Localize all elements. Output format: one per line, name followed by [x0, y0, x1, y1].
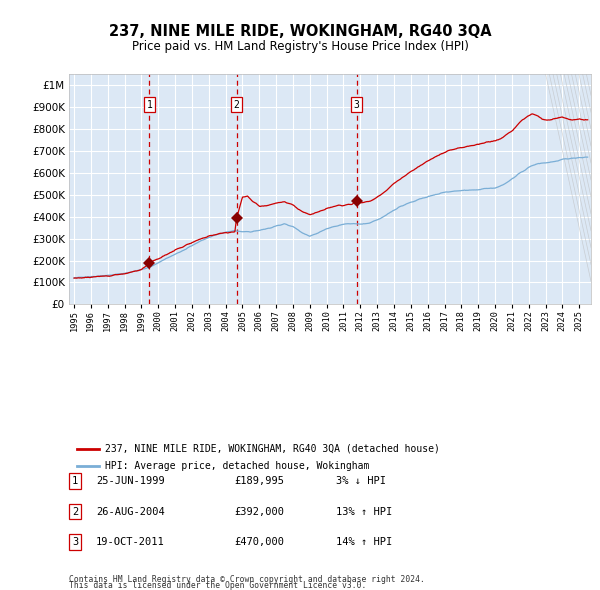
- Text: Contains HM Land Registry data © Crown copyright and database right 2024.: Contains HM Land Registry data © Crown c…: [69, 575, 425, 584]
- Text: 3: 3: [72, 537, 78, 547]
- Text: HPI: Average price, detached house, Wokingham: HPI: Average price, detached house, Woki…: [105, 461, 369, 471]
- Text: 2: 2: [72, 507, 78, 516]
- Text: 237, NINE MILE RIDE, WOKINGHAM, RG40 3QA: 237, NINE MILE RIDE, WOKINGHAM, RG40 3QA: [109, 24, 491, 38]
- Text: 2: 2: [233, 100, 239, 110]
- Text: 25-JUN-1999: 25-JUN-1999: [96, 476, 165, 486]
- Text: 237, NINE MILE RIDE, WOKINGHAM, RG40 3QA (detached house): 237, NINE MILE RIDE, WOKINGHAM, RG40 3QA…: [105, 444, 440, 454]
- Text: 1: 1: [146, 100, 152, 110]
- Text: 14% ↑ HPI: 14% ↑ HPI: [336, 537, 392, 547]
- Text: This data is licensed under the Open Government Licence v3.0.: This data is licensed under the Open Gov…: [69, 581, 367, 590]
- Text: £392,000: £392,000: [234, 507, 284, 516]
- Text: £189,995: £189,995: [234, 476, 284, 486]
- Text: 13% ↑ HPI: 13% ↑ HPI: [336, 507, 392, 516]
- Text: Price paid vs. HM Land Registry's House Price Index (HPI): Price paid vs. HM Land Registry's House …: [131, 40, 469, 53]
- Text: 1: 1: [72, 476, 78, 486]
- Text: 3: 3: [354, 100, 360, 110]
- Text: 3% ↓ HPI: 3% ↓ HPI: [336, 476, 386, 486]
- Text: £470,000: £470,000: [234, 537, 284, 547]
- Text: 19-OCT-2011: 19-OCT-2011: [96, 537, 165, 547]
- Text: 26-AUG-2004: 26-AUG-2004: [96, 507, 165, 516]
